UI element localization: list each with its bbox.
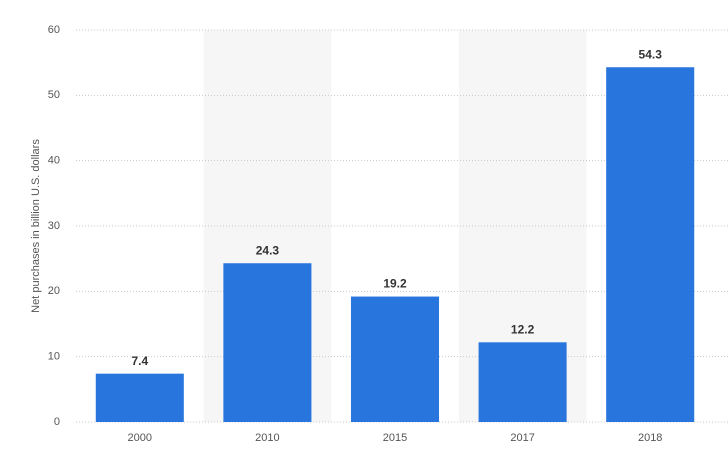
y-tick-label: 60 [48,24,60,36]
value-label: 19.2 [383,277,407,291]
value-label: 24.3 [256,243,280,257]
bar [223,263,312,422]
y-tick-label: 50 [48,89,60,101]
y-tick-label: 10 [48,351,60,363]
y-tick-label: 30 [48,220,60,232]
x-tick-label: 2018 [638,432,662,444]
bar [606,67,695,423]
x-tick-label: 2015 [383,432,407,444]
bar [95,373,184,422]
y-tick-label: 20 [48,285,60,297]
value-label: 54.3 [639,47,663,61]
y-axis-title: Net purchases in billion U.S. dollars [30,139,42,313]
value-label: 7.4 [131,354,148,368]
value-label: 12.2 [511,322,535,336]
bar [350,296,440,422]
y-tick-label: 40 [48,155,60,167]
x-tick-label: 2010 [255,432,279,444]
x-tick-label: 2000 [128,432,152,444]
y-tick-label: 0 [54,416,60,428]
bar [478,342,567,422]
x-tick-label: 2017 [510,432,534,444]
